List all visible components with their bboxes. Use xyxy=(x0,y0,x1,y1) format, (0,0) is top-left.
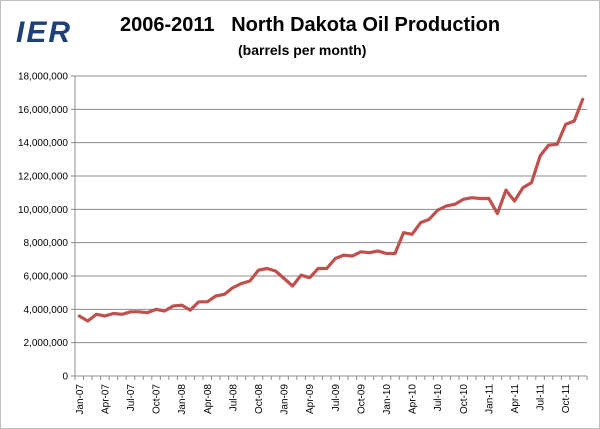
y-tick-label: 2,000,000 xyxy=(24,338,69,349)
x-tick-label: Jul-07 xyxy=(126,384,137,412)
x-tick-label: Apr-07 xyxy=(100,384,111,414)
x-tick-label: Jan-10 xyxy=(382,384,393,415)
x-tick-label: Jul-09 xyxy=(331,384,342,412)
y-tick-label: 4,000,000 xyxy=(24,305,69,316)
y-tick-label: 18,000,000 xyxy=(18,72,68,83)
x-tick-label: Jan-07 xyxy=(75,384,86,415)
x-tick-label: Jan-08 xyxy=(177,384,188,415)
x-tick-label: Jul-08 xyxy=(228,384,239,412)
x-tick-label: Apr-09 xyxy=(305,384,316,414)
x-tick-label: Oct-07 xyxy=(152,384,163,414)
series-layer xyxy=(77,97,585,323)
x-tick-label: Apr-08 xyxy=(203,384,214,414)
chart-title: 2006-2011 North Dakota Oil Production xyxy=(120,14,501,36)
x-tick-label: Jul-10 xyxy=(433,384,444,412)
y-tick-label: 14,000,000 xyxy=(18,138,68,149)
gridlines xyxy=(75,75,587,344)
y-tick-label: 8,000,000 xyxy=(24,238,69,249)
x-tick-label: Oct-09 xyxy=(356,384,367,414)
x-tick-label: Jul-11 xyxy=(536,384,547,411)
series-line xyxy=(77,97,585,323)
x-tick-label: Jan-09 xyxy=(280,384,291,415)
x-tick-label: Apr-10 xyxy=(408,384,419,414)
ier-logo: IER xyxy=(16,16,73,49)
x-tick-label: Oct-08 xyxy=(254,384,265,414)
axes xyxy=(71,75,588,380)
chart-subtitle: (barrels per month) xyxy=(238,42,367,58)
x-tick-label: Jan-11 xyxy=(484,384,495,414)
y-tick-label: 16,000,000 xyxy=(18,105,68,116)
y-tick-labels: 0 2,000,000 4,000,000 6,000,000 8,000,000 10,… xyxy=(18,72,69,383)
x-tick-label: Apr-11 xyxy=(510,384,521,414)
y-tick-label: 12,000,000 xyxy=(18,172,68,183)
y-tick-label: 0 xyxy=(62,372,68,383)
x-tick-labels: Jan-07 Apr-07 Jul-07 Oct-07 Jan-08 Apr-08 Jul-… xyxy=(75,384,572,415)
y-tick-label: 10,000,000 xyxy=(18,205,68,216)
y-tick-label: 6,000,000 xyxy=(24,272,69,283)
x-tick-label: Oct-10 xyxy=(459,384,470,414)
x-tick-label: Oct-11 xyxy=(561,384,572,414)
